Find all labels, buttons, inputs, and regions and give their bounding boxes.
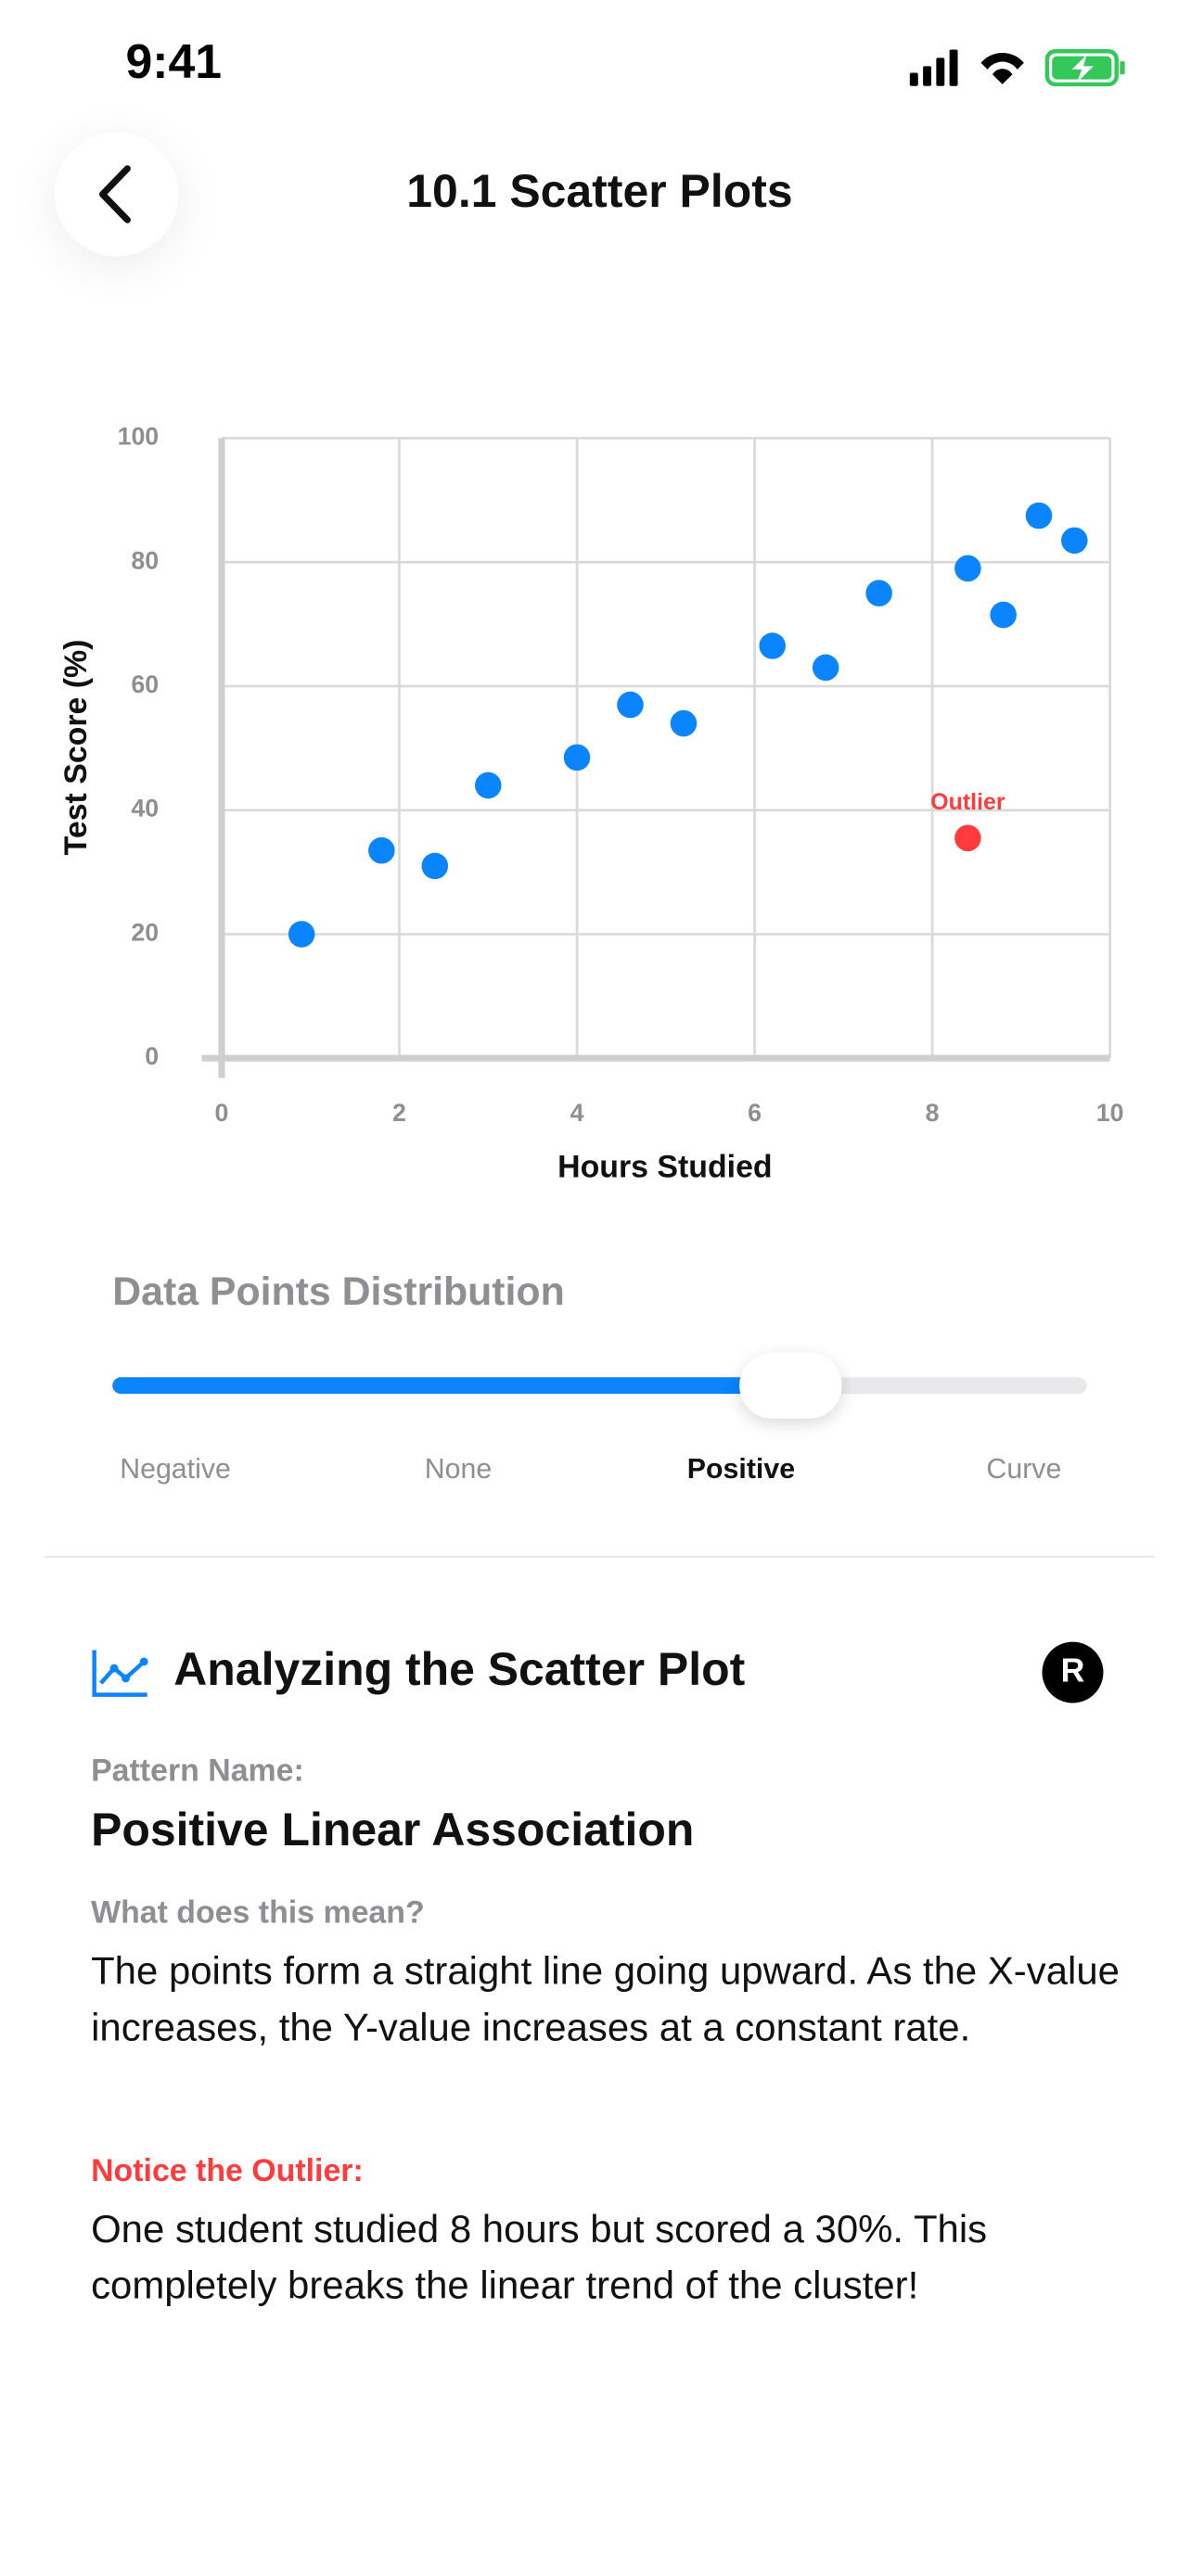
outlier-text: One student studied 8 hours but scored a… (91, 2207, 988, 2307)
y-tick-label: 80 (131, 546, 159, 574)
outlier-label: Notice the Outlier: (91, 2154, 364, 2189)
x-axis-label: Hours Studied (557, 1150, 773, 1185)
data-point (617, 691, 644, 719)
x-tick-label: 4 (570, 1099, 584, 1127)
status-icons (909, 49, 1125, 87)
distribution-option[interactable]: Negative (120, 1453, 231, 1486)
x-tick-label: 10 (1096, 1099, 1124, 1127)
slider-fill (112, 1377, 791, 1395)
x-tick-label: 6 (748, 1099, 762, 1127)
scatter-chart: Hours Studied Test Score (%) 02040608010… (58, 423, 1124, 1185)
pattern-label: Pattern Name: (91, 1753, 304, 1790)
y-axis-label: Test Score (%) (58, 640, 94, 856)
data-point (1025, 502, 1053, 529)
distribution-title: Data Points Distribution (112, 1269, 565, 1315)
y-tick-label: 20 (131, 918, 159, 946)
data-point (421, 852, 449, 880)
screen-title: 10.1 Scatter Plots (406, 165, 793, 217)
distribution-option[interactable]: Positive (686, 1453, 796, 1486)
slider-thumb[interactable] (739, 1352, 842, 1419)
pattern-name: Positive Linear Association (91, 1804, 695, 1855)
distribution-option[interactable]: Curve (986, 1453, 1062, 1486)
data-point (759, 632, 786, 659)
data-point (954, 555, 981, 582)
distribution-option[interactable]: None (424, 1453, 493, 1486)
grid (220, 437, 1111, 1060)
point-annotation: Outlier (930, 789, 1005, 815)
data-point (563, 744, 591, 772)
data-point (865, 580, 892, 606)
y-tick-label: 60 (131, 670, 159, 698)
y-tick-label: 0 (145, 1042, 159, 1070)
meaning-label: What does this mean? (91, 1896, 425, 1932)
meaning-text: The points form a straight line going up… (91, 1949, 1120, 2049)
back-button[interactable] (54, 132, 179, 257)
x-tick-label: 8 (926, 1099, 940, 1127)
divider (45, 1555, 1155, 1558)
x-tick-label: 2 (392, 1099, 406, 1127)
chart-icon (92, 1650, 148, 1697)
x-tick-label: 0 (215, 1099, 229, 1127)
distribution-slider[interactable] (112, 1352, 1087, 1419)
card-title: Analyzing the Scatter Plot (173, 1643, 746, 1695)
data-point (990, 601, 1017, 629)
status-time: 9:41 (125, 36, 223, 90)
data-point (812, 654, 839, 682)
y-tick-label: 40 (131, 795, 159, 823)
y-tick-label: 100 (118, 423, 160, 451)
data-point (288, 921, 315, 948)
data-point (474, 772, 502, 799)
data-point (670, 709, 698, 737)
data-point (954, 824, 981, 852)
data-point (1061, 527, 1088, 555)
badge: R (1042, 1641, 1104, 1703)
data-point (368, 836, 395, 864)
